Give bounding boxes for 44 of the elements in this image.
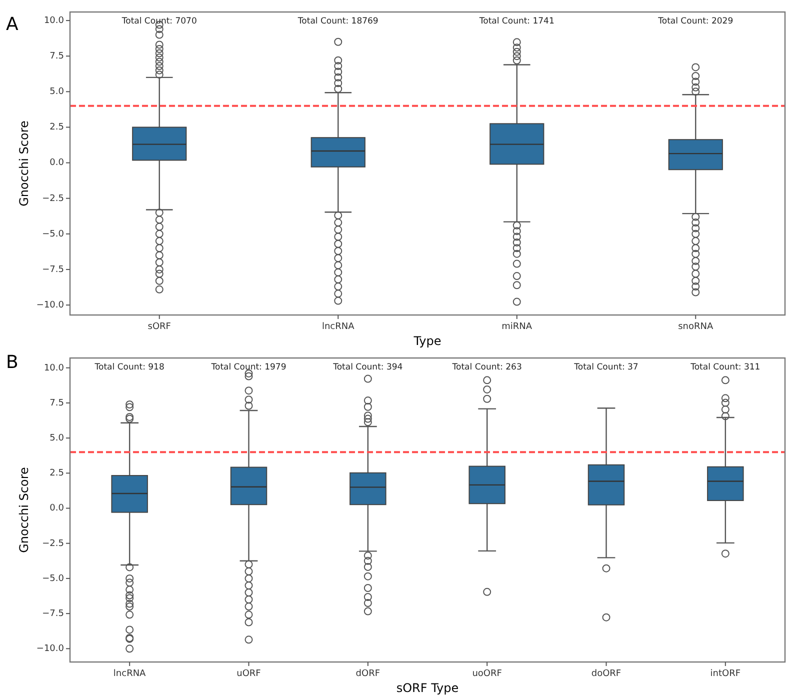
- annotation: Total Count: 1741: [478, 16, 554, 26]
- y-tick-label: −10.0: [36, 644, 64, 654]
- x-tick-label: lncRNA: [113, 669, 147, 679]
- y-tick-label: −5.0: [42, 229, 64, 240]
- chart-title: B: [6, 352, 18, 373]
- y-tick-label: 0.0: [50, 158, 64, 168]
- y-tick-label: −2.5: [42, 538, 64, 549]
- x-axis-title: Type: [412, 334, 442, 348]
- y-tick-label: 5.0: [50, 433, 64, 444]
- y-axis-title: Gnocchi Score: [17, 120, 31, 206]
- y-tick-label: −7.5: [42, 609, 64, 620]
- annotation: Total Count: 263: [451, 362, 522, 372]
- y-tick-label: −10.0: [36, 300, 64, 311]
- annotation: Total Count: 1979: [210, 362, 286, 372]
- x-tick-label: miRNA: [502, 322, 533, 332]
- y-tick-label: 5.0: [50, 87, 64, 98]
- y-axis-title: Gnocchi Score: [17, 467, 31, 553]
- y-tick-label: −5.0: [42, 574, 64, 584]
- y-tick-label: 10.0: [44, 16, 64, 26]
- annotation: Total Count: 918: [94, 362, 164, 372]
- annotation: Total Count: 18769: [296, 16, 378, 26]
- annotation: Total Count: 7070: [120, 16, 197, 26]
- annotation: Total Count: 311: [690, 362, 760, 372]
- annotation: Total Count: 394: [332, 362, 403, 372]
- chart-title: A: [6, 14, 19, 35]
- x-tick-label: uoORF: [472, 669, 502, 679]
- annotation: Total Count: 2029: [657, 16, 734, 26]
- y-tick-label: 2.5: [50, 468, 64, 479]
- x-tick-label: uORF: [236, 669, 261, 679]
- annotation: Total Count: 37: [573, 362, 638, 372]
- x-tick-label: dORF: [356, 669, 380, 679]
- y-tick-label: 10.0: [44, 363, 64, 374]
- y-tick-label: −7.5: [42, 264, 64, 275]
- y-tick-label: 0.0: [50, 504, 64, 514]
- y-tick-label: 7.5: [50, 52, 64, 62]
- x-axis-title: sORF Type: [396, 681, 459, 695]
- x-tick-label: snoRNA: [678, 322, 714, 332]
- x-tick-label: intORF: [710, 669, 741, 679]
- x-tick-label: doORF: [591, 669, 622, 679]
- y-tick-label: 7.5: [50, 398, 64, 408]
- y-tick-label: −2.5: [42, 194, 64, 204]
- x-tick-label: lncRNA: [322, 322, 356, 332]
- x-tick-label: sORF: [148, 322, 171, 332]
- y-tick-label: 2.5: [50, 122, 64, 133]
